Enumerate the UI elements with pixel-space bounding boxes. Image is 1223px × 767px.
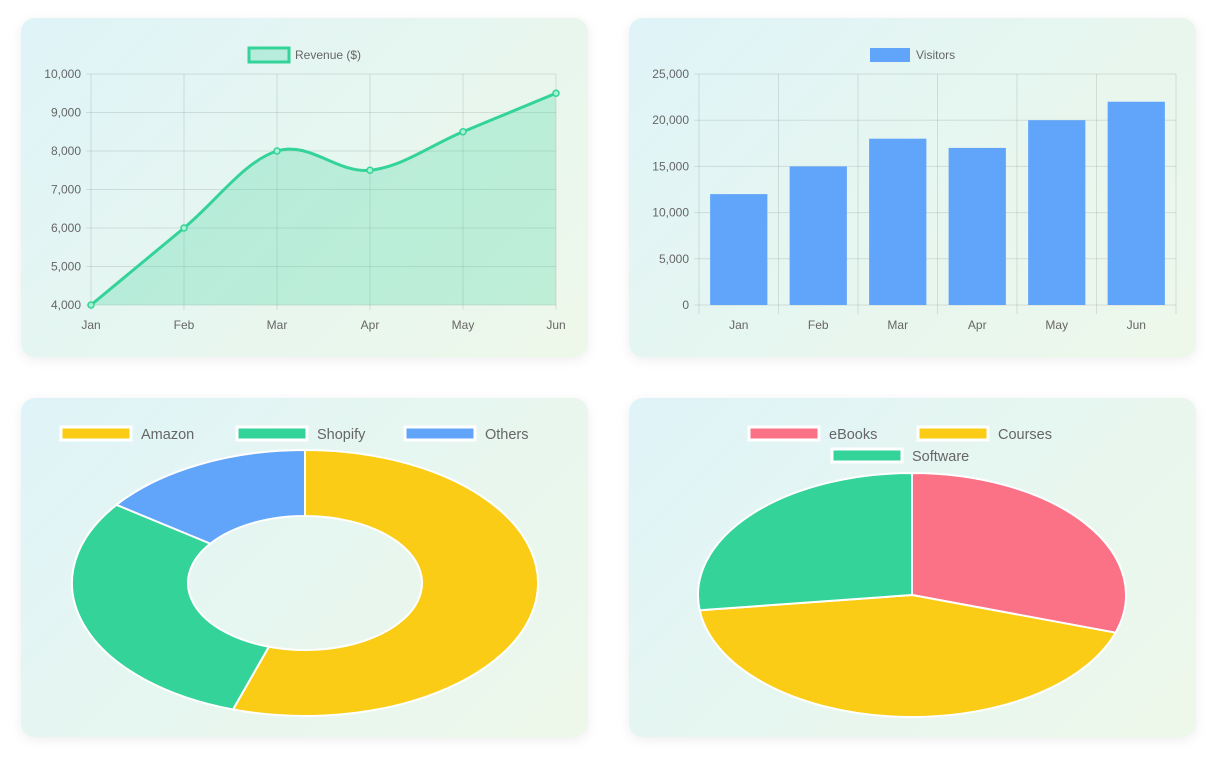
x-tick-label: Jun	[1127, 318, 1146, 332]
revenue-data-point	[459, 128, 467, 136]
x-tick-label: Mar	[887, 318, 908, 332]
legend-label-ebooks: eBooks	[829, 427, 877, 443]
legend-label-software: Software	[912, 449, 969, 465]
y-tick-label: 25,000	[652, 67, 689, 81]
legend-label-courses: Courses	[998, 427, 1052, 443]
revenue-area-fill	[91, 93, 556, 305]
y-tick-label: 5,000	[659, 252, 689, 266]
bar-jan	[710, 194, 768, 305]
slice-shopify	[71, 503, 271, 711]
x-tick-label: Jun	[546, 318, 565, 332]
x-tick-label: Apr	[968, 318, 987, 332]
y-tick-label: 5,000	[51, 260, 81, 274]
slice-amazon	[231, 448, 539, 717]
y-tick-label: 20,000	[652, 113, 689, 127]
y-tick-label: 10,000	[652, 206, 689, 220]
x-tick-label: Feb	[808, 318, 829, 332]
bar-mar	[869, 138, 927, 305]
slice-ebooks	[911, 471, 1127, 634]
bar-feb	[789, 166, 847, 305]
legend-label-revenue: Revenue ($)	[295, 48, 361, 62]
legend-swatch-software	[830, 447, 904, 464]
slice-others	[114, 448, 306, 545]
legend-swatch-ebooks	[747, 425, 821, 442]
legend-label-visitors: Visitors	[916, 48, 955, 62]
revenue-series-line	[90, 91, 557, 307]
x-tick-label: Jan	[729, 318, 748, 332]
legend-swatch-others	[403, 425, 477, 442]
revenue-data-point	[180, 224, 188, 232]
revenue-data-point	[366, 166, 374, 174]
y-tick-label: 8,000	[51, 144, 81, 158]
x-tick-label: May	[452, 318, 475, 332]
legend-swatch-visitors	[870, 48, 910, 62]
y-tick-label: 4,000	[51, 298, 81, 312]
sales-channel-doughnut-card: Amazon Shopify Others	[21, 398, 588, 737]
y-tick-label: 0	[682, 298, 689, 312]
legend-label-others: Others	[485, 427, 529, 443]
y-tick-label: 6,000	[51, 221, 81, 235]
visitors-bar-chart: 0 5,000 10,000 15,000 20,000 25,000 Jan Feb Mar A…	[652, 48, 1177, 332]
legend-swatch-shopify	[235, 425, 309, 442]
x-tick-label: Mar	[267, 318, 288, 332]
x-tick-label: Feb	[174, 318, 195, 332]
legend-swatch-courses	[916, 425, 990, 442]
visitors-bar-chart-card: 0 5,000 10,000 15,000 20,000 25,000 Jan Feb Mar A…	[629, 18, 1196, 357]
slice-courses	[698, 593, 1118, 718]
bar-jun	[1107, 101, 1165, 305]
y-tick-label: 15,000	[652, 159, 689, 173]
x-tick-label: Jan	[81, 318, 100, 332]
revenue-data-point	[273, 147, 281, 155]
y-tick-label: 9,000	[51, 106, 81, 120]
sales-channel-doughnut-chart: Amazon Shopify Others	[59, 425, 539, 717]
product-type-pie-chart: eBooks Courses Software	[697, 425, 1127, 718]
bar-apr	[948, 147, 1006, 305]
bar-may	[1028, 120, 1086, 305]
revenue-data-point	[87, 301, 95, 309]
x-tick-label: Apr	[361, 318, 380, 332]
slice-software	[697, 471, 913, 612]
revenue-line-chart: 4,000 5,000 6,000 7,000 8,000 9,000 10,000 Jan F…	[44, 46, 566, 332]
product-type-pie-card: eBooks Courses Software	[629, 398, 1196, 737]
legend-label-shopify: Shopify	[317, 427, 366, 443]
y-tick-label: 7,000	[51, 183, 81, 197]
revenue-data-point	[552, 89, 560, 97]
legend-label-amazon: Amazon	[141, 427, 194, 443]
legend-swatch-revenue	[247, 46, 291, 64]
revenue-line-chart-card: 4,000 5,000 6,000 7,000 8,000 9,000 10,000 Jan F…	[21, 18, 588, 357]
legend-swatch-amazon	[59, 425, 133, 442]
x-tick-label: May	[1045, 318, 1068, 332]
y-tick-label: 10,000	[44, 67, 81, 81]
